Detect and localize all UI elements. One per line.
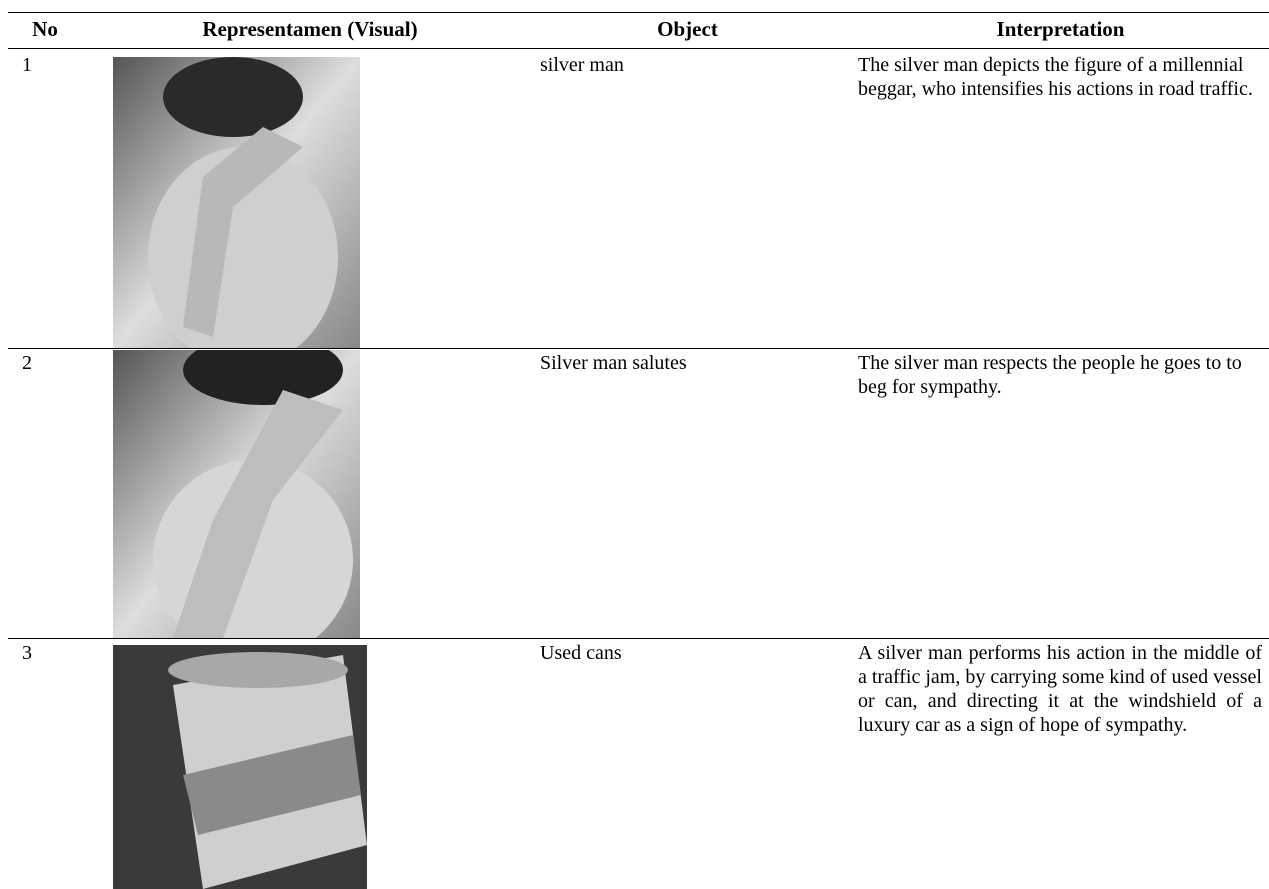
row-rule: [8, 638, 1269, 639]
interpretation-text: The silver man respects the people he go…: [858, 352, 1242, 398]
row-number: 2: [22, 352, 32, 374]
header-interpretation: Interpretation: [996, 17, 1125, 41]
object-text: Used cans: [540, 642, 622, 664]
photo-salute: [113, 350, 360, 638]
object-text: Silver man salutes: [540, 352, 687, 374]
photo-silver-man: [113, 57, 360, 348]
interpretation-text: The silver man depicts the figure of a m…: [858, 54, 1253, 100]
header-rule: [8, 48, 1269, 49]
top-rule: [8, 12, 1269, 13]
row-rule: [8, 348, 1269, 349]
object-text: silver man: [540, 54, 624, 76]
row-number: 1: [22, 54, 32, 76]
header-no: No: [32, 17, 58, 41]
header-visual: Representamen (Visual): [202, 17, 418, 41]
header-object: Object: [657, 17, 718, 41]
row-number: 3: [22, 642, 32, 664]
photo-used-can: [113, 645, 367, 889]
interpretation-text: A silver man performs his action in the …: [858, 642, 1262, 736]
